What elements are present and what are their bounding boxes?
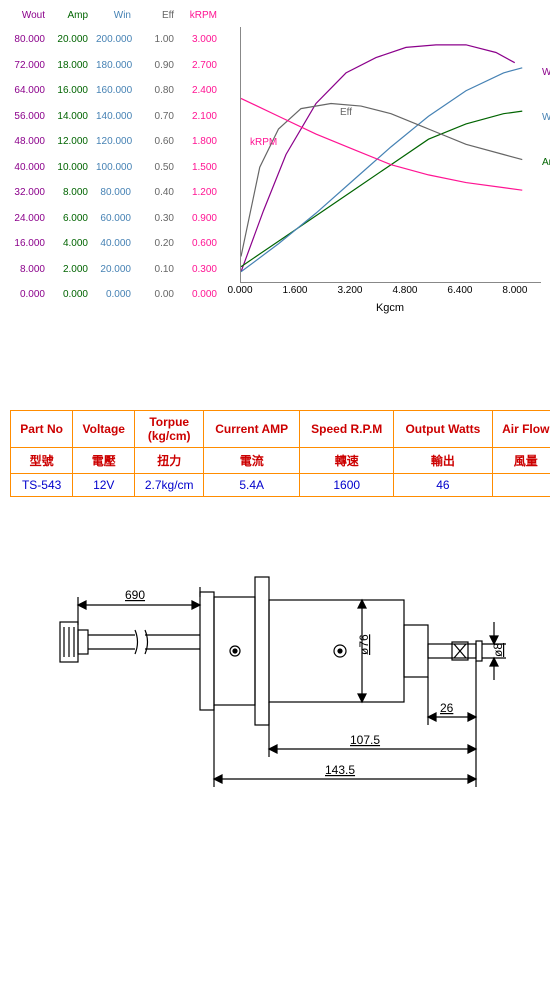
performance-chart: Wout80.00072.00064.00056.00048.00040.000… (10, 10, 550, 350)
curve-amp (241, 111, 522, 267)
curve-eff (241, 104, 522, 257)
axis-col-wout: Wout80.00072.00064.00056.00048.00040.000… (10, 10, 45, 308)
technical-drawing: 690 ø76 ø8 26 107.5 143.5 (50, 537, 520, 817)
axis-col-win: Win200.000180.000160.000140.000120.00010… (96, 10, 131, 308)
dim-cable: 690 (125, 588, 145, 602)
curve-label-amp: Amp (542, 157, 550, 168)
curve-krpm (241, 98, 522, 190)
curve-label-krpm: kRPM (250, 137, 277, 148)
dim-shaft-dia: ø8 (491, 643, 505, 657)
dim-body-dia: ø76 (357, 634, 371, 655)
axis-col-krpm: kRPM3.0002.7002.4002.1001.8001.5001.2000… (182, 10, 217, 308)
curve-label-wout: Wout (542, 67, 550, 78)
spec-table: Part NoVoltageTorpue (kg/cm)Current AMPS… (10, 410, 550, 497)
axis-col-amp: Amp20.00018.00016.00014.00012.00010.0008… (53, 10, 88, 308)
x-axis-label: Kgcm (240, 302, 540, 314)
chart-plot (240, 27, 541, 283)
curve-win (241, 68, 522, 272)
curve-label-win: Win (542, 112, 550, 123)
dim-body-len: 107.5 (350, 733, 380, 747)
axis-col-eff: Eff1.000.900.800.700.600.500.400.300.200… (139, 10, 174, 308)
dim-total-len: 143.5 (325, 763, 355, 777)
curve-label-eff: Eff (340, 107, 352, 118)
dim-shaft-len: 26 (440, 701, 454, 715)
